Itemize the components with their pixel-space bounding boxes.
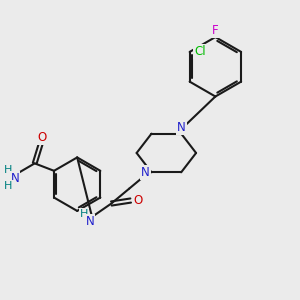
Text: O: O: [134, 194, 143, 207]
Text: H: H: [4, 165, 13, 175]
Text: O: O: [38, 131, 47, 144]
Text: Cl: Cl: [194, 45, 206, 58]
Text: F: F: [212, 24, 219, 37]
Text: H: H: [4, 181, 13, 191]
Text: N: N: [85, 215, 94, 228]
Text: N: N: [11, 172, 19, 185]
Text: H: H: [80, 209, 88, 219]
Text: N: N: [177, 121, 186, 134]
Text: N: N: [141, 166, 150, 179]
